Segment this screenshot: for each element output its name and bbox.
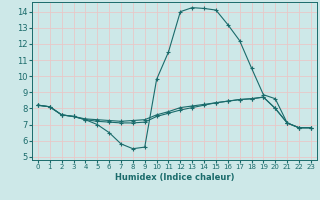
X-axis label: Humidex (Indice chaleur): Humidex (Indice chaleur) [115, 173, 234, 182]
